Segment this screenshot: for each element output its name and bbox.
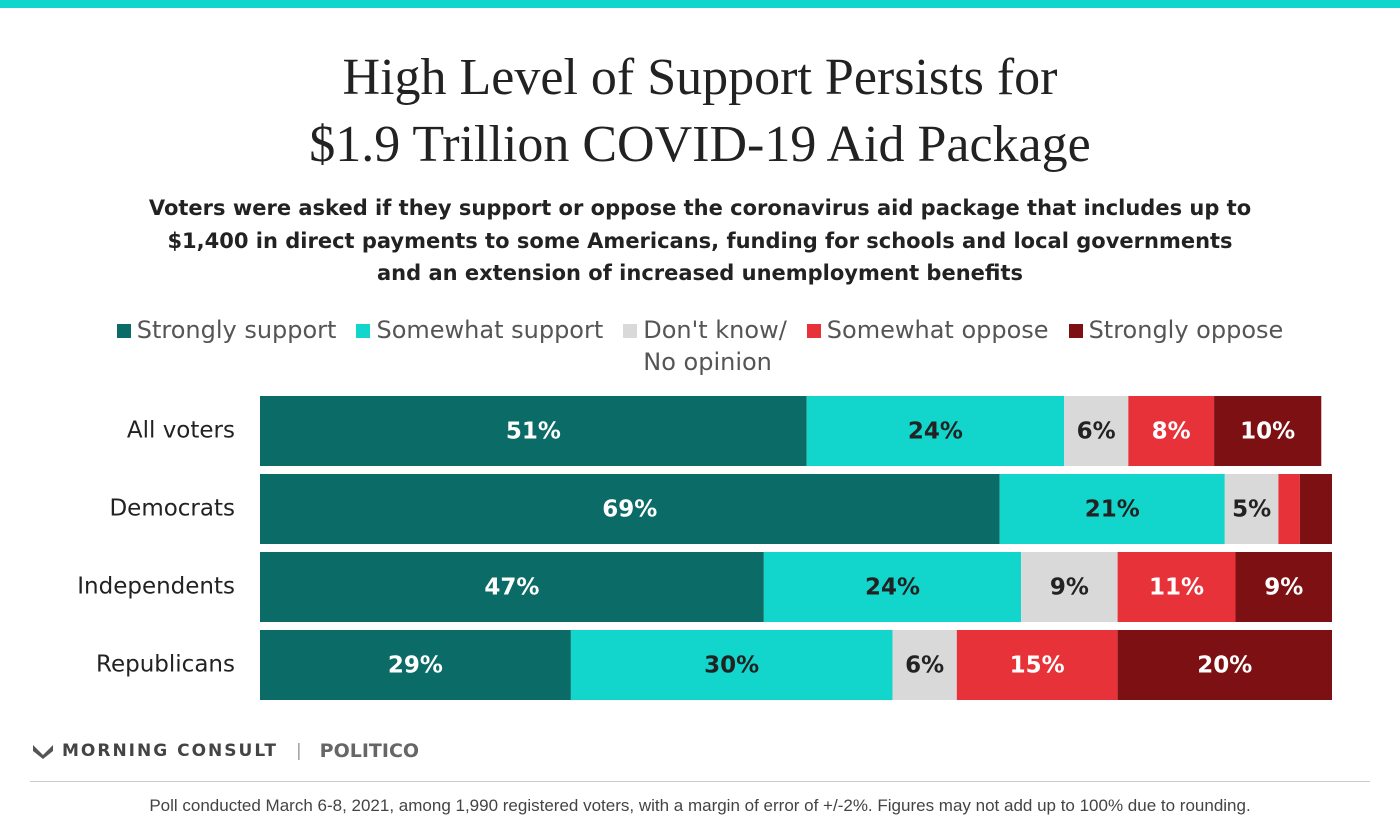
legend-label: Somewhat support — [376, 316, 604, 344]
value-label: 21% — [1085, 497, 1140, 523]
bar-segment — [763, 552, 1022, 622]
bar-segment — [1117, 630, 1332, 700]
bar-segment — [999, 474, 1225, 544]
value-label: 6% — [905, 653, 944, 679]
value-label: 69% — [602, 497, 657, 523]
bar-segment — [892, 630, 957, 700]
bar-segment — [1021, 552, 1118, 622]
legend-swatch — [806, 324, 821, 338]
footer-rule — [30, 781, 1370, 782]
legend-item: Somewhat support — [356, 314, 603, 378]
partner-name: POLITICO — [319, 740, 420, 762]
legend-item: Somewhat oppose — [806, 314, 1049, 378]
legend-swatch — [116, 324, 131, 338]
legend-swatch — [1068, 324, 1083, 338]
bar-segment — [260, 474, 1000, 544]
top-stripe — [0, 0, 1400, 8]
value-label: 47% — [484, 575, 539, 601]
bar-segment — [1064, 396, 1129, 466]
bar-segment — [1224, 474, 1279, 544]
legend-label: Strongly support — [136, 316, 337, 344]
value-label: 5% — [1232, 497, 1271, 523]
bar-segment — [260, 396, 807, 466]
bar-segment — [260, 552, 764, 622]
value-label: 15% — [1010, 653, 1065, 679]
category-label: Democrats — [109, 496, 235, 522]
legend-label: Somewhat oppose — [826, 316, 1049, 344]
value-label: 10% — [1240, 419, 1295, 445]
bar-segment — [1214, 396, 1322, 466]
chart-title: High Level of Support Persists for $1.9 … — [309, 49, 1091, 173]
value-label: 9% — [1050, 575, 1089, 601]
bar-segment — [260, 630, 571, 700]
brand: MORNING CONSULT | POLITICO — [32, 740, 419, 762]
legend-item: Don't know/ No opinion — [623, 314, 787, 378]
separator: | — [295, 741, 302, 761]
value-label: 6% — [1077, 419, 1116, 445]
value-label: 11% — [1149, 575, 1204, 601]
value-label: 51% — [506, 419, 561, 445]
bar-segment — [1278, 474, 1300, 544]
bar-segment — [806, 396, 1064, 466]
bar-segment — [1299, 474, 1332, 544]
value-label: 8% — [1152, 419, 1191, 445]
legend-label: Strongly oppose — [1088, 316, 1284, 344]
bar-segment — [1128, 396, 1215, 466]
legend-item: Strongly oppose — [1068, 314, 1284, 378]
legend: Strongly support Somewhat support Don't kn… — [0, 314, 1400, 378]
category-label: Independents — [77, 574, 235, 600]
bar-segment — [1235, 552, 1332, 622]
category-label: All voters — [127, 418, 235, 444]
brand-name: MORNING CONSULT — [62, 741, 278, 761]
value-label: 20% — [1197, 653, 1252, 679]
category-label: Republicans — [96, 652, 235, 678]
legend-swatch — [356, 324, 371, 338]
value-label: 24% — [865, 575, 920, 601]
bar-segment — [956, 630, 1118, 700]
legend-swatch — [623, 324, 638, 338]
legend-label: Don't know/ No opinion — [643, 316, 787, 376]
footnote: Poll conducted March 6-8, 2021, among 1,… — [149, 796, 1251, 815]
bar-segment — [570, 630, 893, 700]
legend-item: Strongly support — [116, 314, 337, 378]
bar-segment — [1117, 552, 1236, 622]
brand-logo — [33, 745, 53, 759]
value-label: 30% — [704, 653, 759, 679]
value-label: 29% — [388, 653, 443, 679]
chart-subtitle: Voters were asked if they support or opp… — [148, 196, 1252, 285]
value-label: 9% — [1264, 575, 1303, 601]
value-label: 24% — [908, 419, 963, 445]
